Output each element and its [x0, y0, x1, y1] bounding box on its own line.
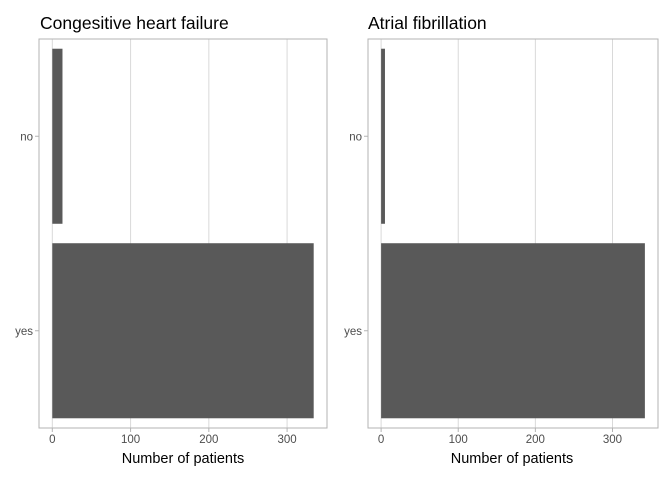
chart-title: Congesitive heart failure	[40, 13, 229, 33]
bar-no	[52, 48, 63, 224]
chart-panel-chf: Congesitive heart failure Number of pati…	[15, 13, 328, 467]
x-tick-label: 200	[199, 434, 218, 446]
y-tick-label: yes	[344, 326, 362, 338]
chart-panel-afib: Atrial fibrillation Number of patients 0…	[344, 13, 659, 467]
x-tick-label: 0	[49, 434, 55, 446]
bar-yes	[381, 243, 645, 419]
y-tick-label: yes	[15, 326, 33, 338]
x-axis-title: Number of patients	[122, 451, 245, 467]
panel-border	[367, 38, 659, 429]
bar-yes	[52, 243, 314, 419]
x-tick-label: 300	[603, 434, 622, 446]
panel-border	[38, 38, 328, 429]
x-tick-label: 0	[378, 434, 384, 446]
y-tick-label: no	[349, 131, 362, 143]
bar-no	[381, 48, 385, 224]
x-tick-label: 300	[277, 434, 296, 446]
x-tick-label: 100	[449, 434, 468, 446]
x-tick-label: 100	[121, 434, 140, 446]
y-tick-label: no	[20, 131, 33, 143]
chart-title: Atrial fibrillation	[368, 13, 487, 33]
x-tick-label: 200	[526, 434, 545, 446]
x-axis-title: Number of patients	[451, 451, 574, 467]
